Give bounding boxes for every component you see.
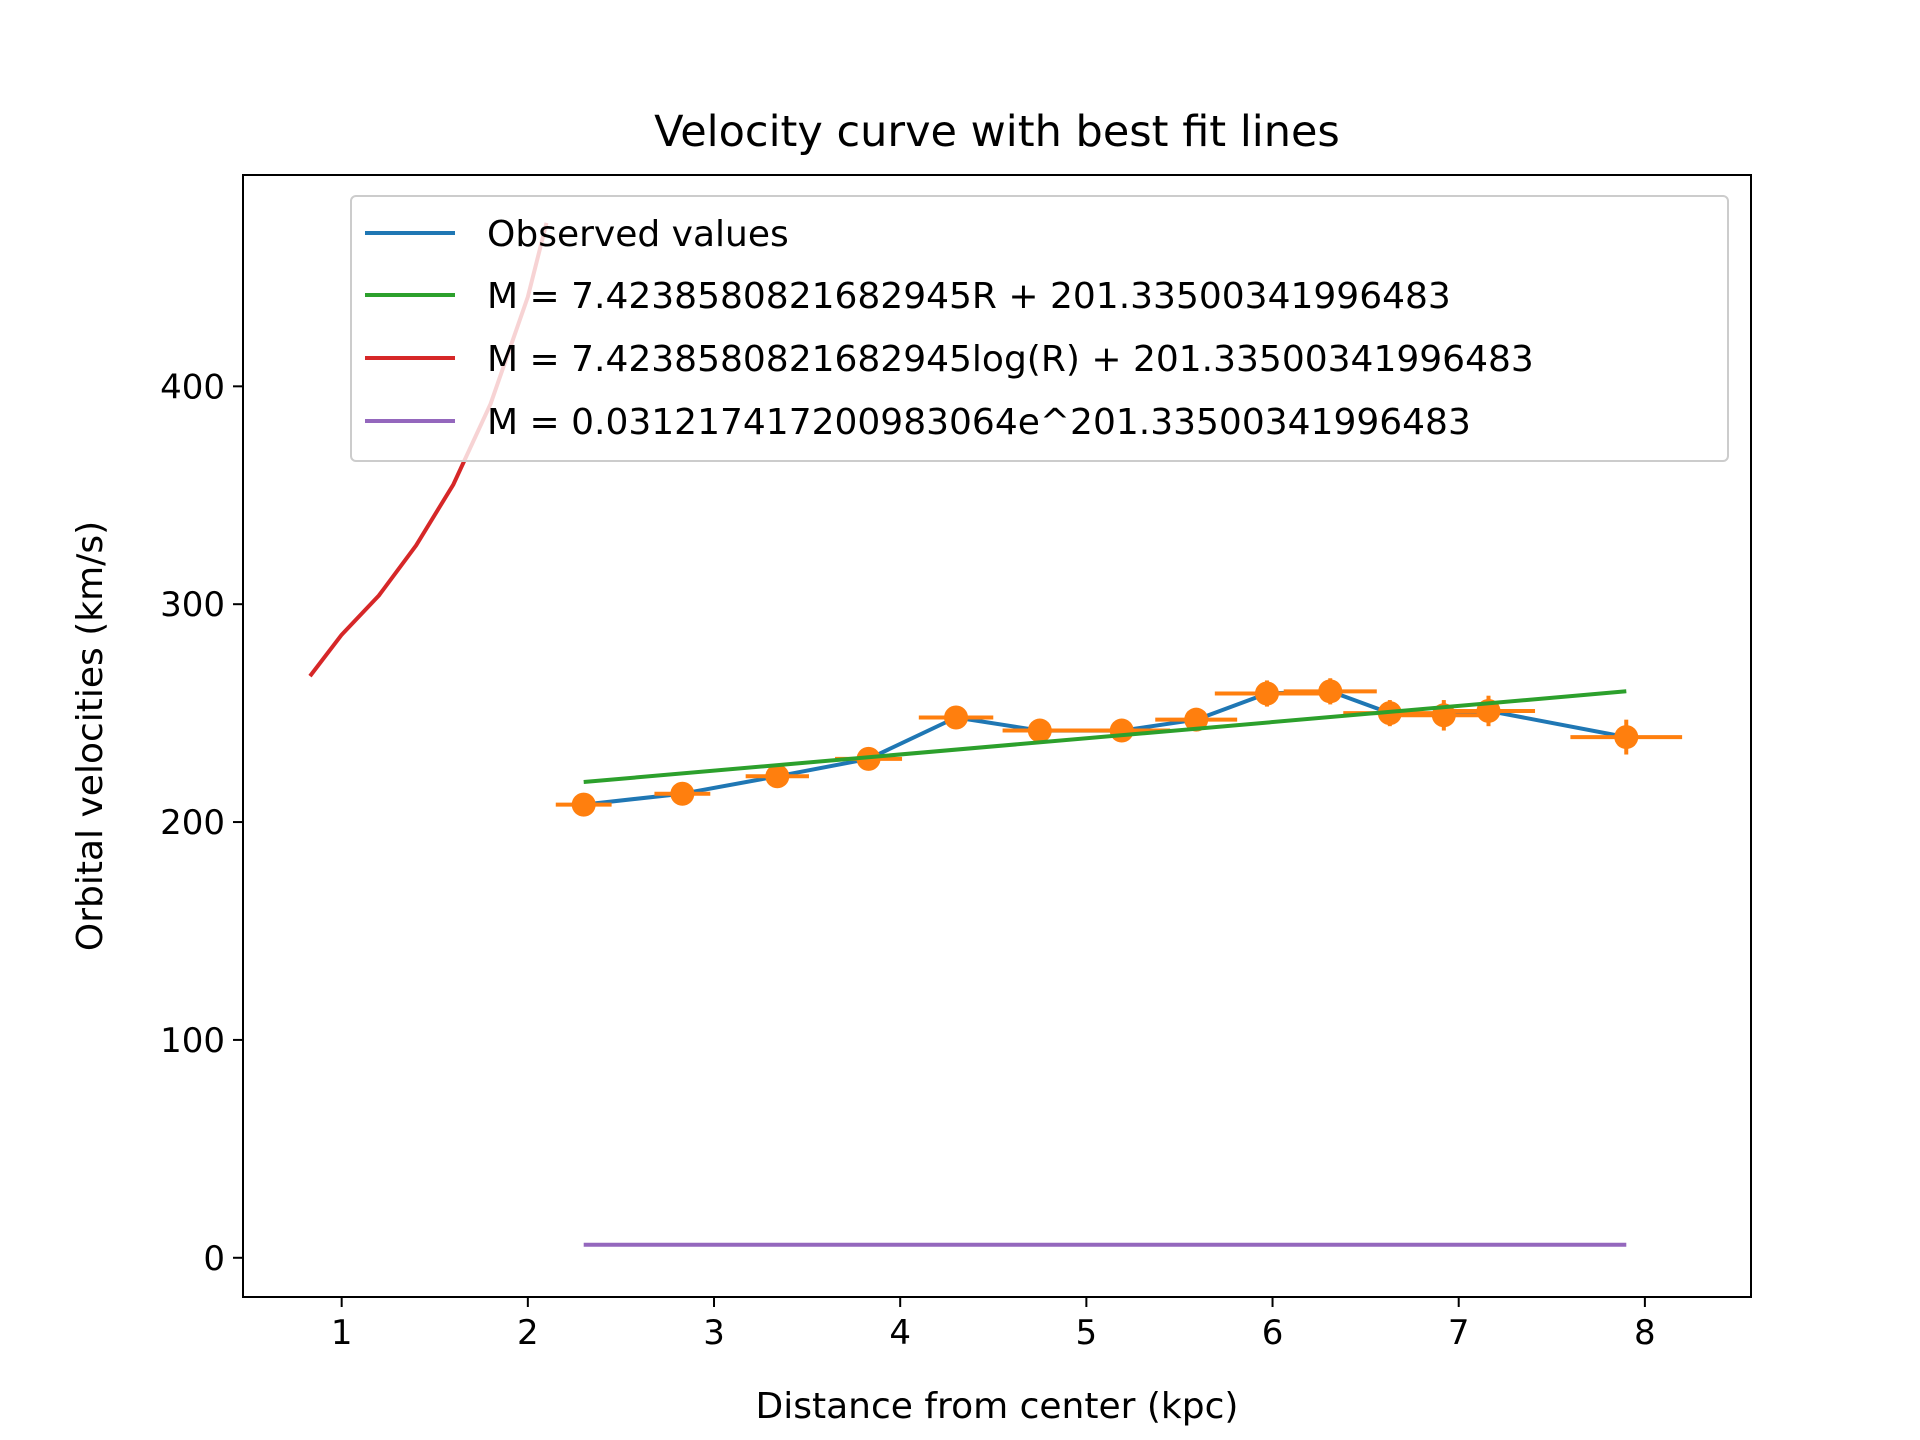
x-axis: 1 2 3 4 5 6 7 8 (331, 1297, 1656, 1353)
x-tick-label: 5 (1076, 1313, 1098, 1353)
y-axis-label: Orbital velocities (km/s) (70, 521, 111, 951)
y-tick-label: 100 (160, 1021, 225, 1061)
data-point (1318, 679, 1343, 704)
x-tick-label: 8 (1634, 1313, 1656, 1353)
y-tick-label: 200 (160, 803, 225, 843)
x-tick-label: 6 (1262, 1313, 1284, 1353)
data-point (670, 781, 695, 806)
x-tick-label: 1 (331, 1313, 353, 1353)
y-tick-label: 400 (160, 367, 225, 407)
data-point (571, 792, 596, 817)
legend-label-linear: M = 7.4238580821682945R + 201.3350034199… (487, 276, 1451, 317)
legend-box (350, 195, 1729, 462)
data-point (1614, 725, 1639, 750)
observed-line (583, 689, 1627, 807)
legend: Observed values M = 7.4238580821682945R … (350, 195, 1729, 462)
chart-title: Velocity curve with best fit lines (654, 107, 1340, 157)
x-tick-label: 3 (703, 1313, 725, 1353)
x-tick-label: 2 (517, 1313, 539, 1353)
x-axis-label: Distance from center (kpc) (756, 1386, 1239, 1427)
legend-label-exp: M = 0.031217417200983064e^201.3350034199… (487, 402, 1471, 443)
y-tick-label: 300 (160, 585, 225, 625)
data-point (1254, 681, 1279, 706)
legend-label-log: M = 7.4238580821682945log(R) + 201.33500… (487, 339, 1534, 380)
x-tick-label: 4 (889, 1313, 911, 1353)
legend-label-observed: Observed values (487, 214, 789, 255)
y-tick-label: 0 (203, 1239, 225, 1279)
plot-frame (242, 174, 1752, 1298)
data-point (1109, 718, 1134, 743)
data-point (1027, 718, 1052, 743)
series-layer (308, 222, 1683, 1247)
data-point (765, 764, 790, 789)
data-point (1184, 707, 1209, 732)
data-point (944, 705, 969, 730)
x-tick-label: 7 (1448, 1313, 1470, 1353)
y-axis: 0 100 200 300 400 (160, 367, 243, 1279)
linear-fit-line (583, 689, 1627, 784)
